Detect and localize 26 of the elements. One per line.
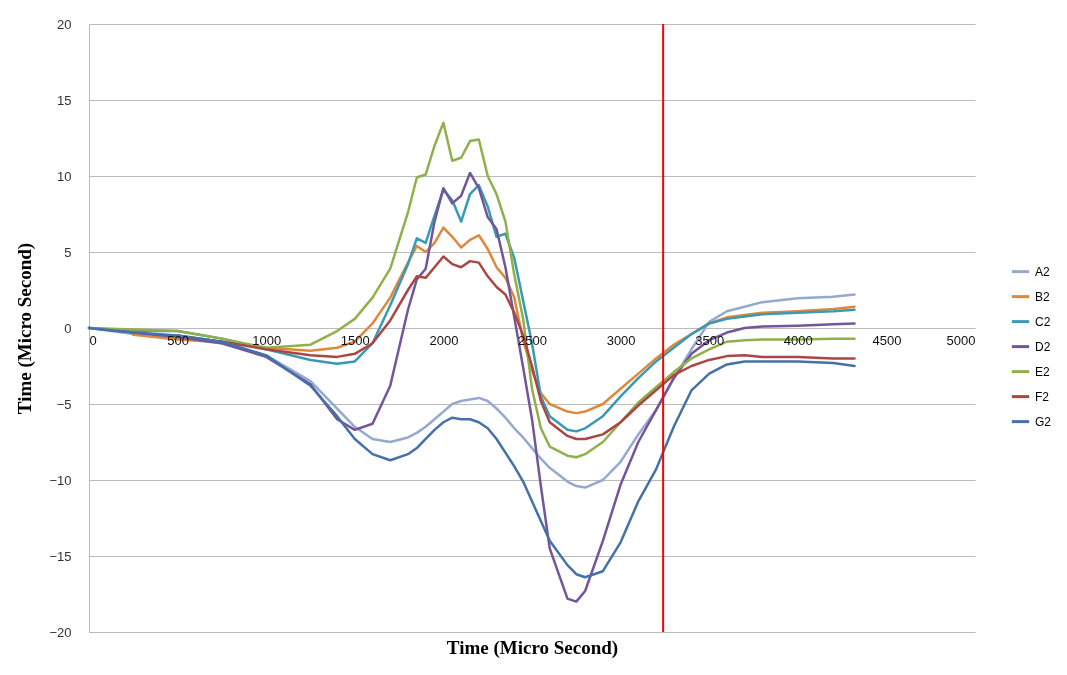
line-series <box>87 326 856 579</box>
legend-label: A2 <box>1035 264 1050 279</box>
x-tick-label: 1000 <box>252 332 282 348</box>
y-tick-label: −5 <box>56 396 72 412</box>
y-tick-label: 15 <box>57 92 72 108</box>
y-tick-label: −20 <box>49 624 72 640</box>
legend-label: E2 <box>1035 364 1050 379</box>
legend-label: D2 <box>1035 339 1051 354</box>
x-axis-title: Time (Micro Second) <box>446 636 619 659</box>
y-tick-label: 10 <box>57 168 72 184</box>
y-tick-label: −10 <box>49 472 72 488</box>
x-tick-label: 500 <box>167 332 189 348</box>
y-tick-label: 20 <box>57 16 72 32</box>
legend-label: C2 <box>1035 314 1051 329</box>
y-tick-label: −15 <box>49 548 72 564</box>
x-tick-label: 4500 <box>872 332 902 348</box>
x-tick-label: 3000 <box>606 332 636 348</box>
x-tick-label: 0 <box>89 332 97 348</box>
y-axis-title: Time (Micro Second) <box>14 242 37 415</box>
legend-label: G2 <box>1035 414 1052 429</box>
x-tick-label: 5000 <box>946 332 976 348</box>
y-tick-label: 0 <box>64 320 72 336</box>
y-tick-label: 5 <box>64 244 72 260</box>
x-tick-label: 2000 <box>429 332 459 348</box>
legend-label: B2 <box>1035 289 1050 304</box>
legend-label: F2 <box>1035 389 1050 404</box>
